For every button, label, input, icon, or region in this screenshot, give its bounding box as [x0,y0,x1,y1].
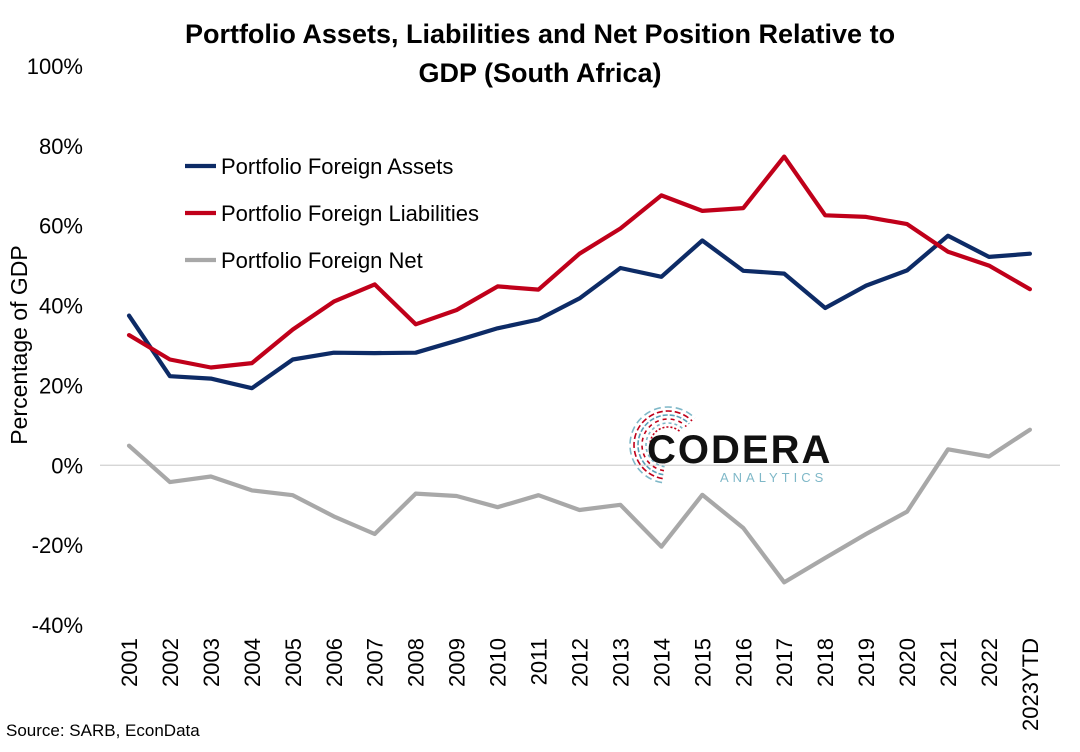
y-tick-label: 40% [39,294,83,319]
chart-title-line2: GDP (South Africa) [418,58,661,88]
x-tick-label: 2013 [608,638,633,687]
x-tick-label: 2011 [527,638,552,685]
x-tick-label: 2021 [936,638,961,687]
y-tick-label: 100% [27,54,83,79]
legend-label: Portfolio Foreign Liabilities [221,201,479,226]
x-tick-label: 2002 [158,638,183,687]
series-line-portfolio-foreign-assets [126,233,1033,391]
x-tick-label: 2004 [240,638,265,687]
source-note: Source: SARB, EconData [6,721,200,740]
x-tick-label: 2016 [731,638,756,687]
x-tick-label: 2023YTD [1018,638,1043,731]
x-tick-label: 2008 [404,638,429,687]
x-tick-label: 2001 [117,638,142,687]
x-tick-label: 2018 [813,638,838,687]
legend-label: Portfolio Foreign Assets [221,154,453,179]
x-tick-label: 2015 [690,638,715,687]
x-tick-label: 2019 [854,638,879,687]
y-axis-label: Percentage of GDP [6,245,32,444]
series-line-portfolio-foreign-liabilities [126,154,1033,370]
x-tick-label: 2017 [772,638,797,687]
x-tick-label: 2022 [977,638,1002,687]
legend-label: Portfolio Foreign Net [221,248,423,273]
logo-main-text: CODERA [647,428,832,472]
chart-title-line1: Portfolio Assets, Liabilities and Net Po… [185,19,895,49]
logo-arc [629,406,696,484]
y-tick-label: 80% [39,134,83,159]
y-tick-label: -40% [32,613,83,638]
x-tick-label: 2012 [567,638,592,687]
logo-arc [633,410,693,480]
logo-sub-text: ANALYTICS [720,470,827,485]
series-line-portfolio-foreign-net [126,427,1033,585]
y-tick-label: 20% [39,373,83,398]
x-tick-label: 2010 [486,638,511,687]
y-tick-label: 0% [51,453,83,478]
logo-arc [637,414,690,476]
x-tick-label: 2020 [895,638,920,687]
codera-logo: CODERA ANALYTICS [629,406,832,485]
x-tick-label: 2005 [281,638,306,687]
x-tick-label: 2009 [445,638,470,687]
x-tick-label: 2003 [199,638,224,687]
y-tick-label: -20% [32,533,83,558]
logo-arc [649,426,682,464]
x-tick-label: 2007 [363,638,388,687]
logo-arc [641,418,687,472]
x-tick-label: 2014 [649,638,674,687]
x-tick-label: 2006 [322,638,347,687]
y-tick-label: 60% [39,214,83,239]
